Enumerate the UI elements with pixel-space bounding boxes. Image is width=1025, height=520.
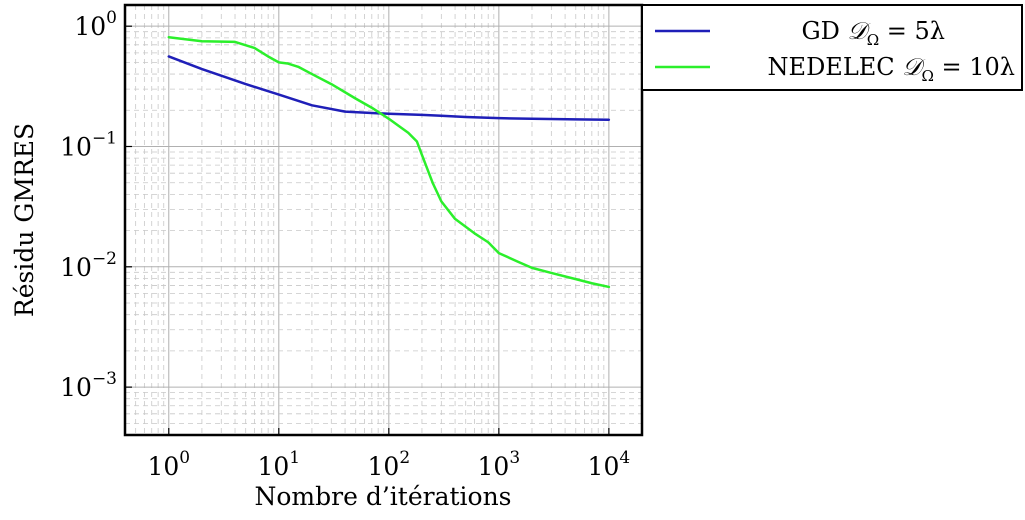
- y-tick-label: 100: [74, 8, 117, 41]
- legend: GD 𝒟Ω = 5λ NEDELEC 𝒟Ω = 10λ: [641, 4, 1023, 91]
- x-tick-label: 103: [478, 448, 521, 481]
- x-tick-label: 104: [588, 448, 631, 481]
- series-line-gd: [167, 55, 611, 121]
- y-tick-label: 10−1: [60, 128, 117, 161]
- axis-ticks: 100 101 102 103 104 100 10−1 10−2 10−3: [60, 8, 630, 481]
- legend-entry-gd-prefix: GD: [802, 17, 848, 45]
- legend-entry-nedelec-sub: Ω: [921, 67, 933, 85]
- legend-entry-nedelec: NEDELEC 𝒟Ω = 10λ: [768, 53, 1015, 85]
- grid: [125, 5, 642, 435]
- legend-box: [641, 4, 1023, 91]
- y-axis-label: Résidu GMRES: [10, 123, 39, 317]
- plot-frame: [123, 3, 644, 437]
- plot-series: [167, 35, 611, 289]
- series-line-nedelec: [167, 35, 611, 289]
- y-tick-label: 10−3: [60, 369, 117, 402]
- legend-entry-gd: GD 𝒟Ω = 5λ: [802, 17, 946, 49]
- legend-entry-nedelec-suffix: = 10λ: [934, 53, 1015, 81]
- legend-entry-nedelec-prefix: NEDELEC: [768, 53, 903, 81]
- legend-entry-gd-suffix: = 5λ: [879, 17, 945, 45]
- legend-entry-gd-sub: Ω: [867, 31, 879, 49]
- y-tick-label: 10−2: [60, 249, 117, 282]
- x-tick-label: 101: [257, 448, 300, 481]
- x-axis-label: Nombre d’itérations: [255, 482, 512, 511]
- x-tick-label: 102: [368, 448, 411, 481]
- x-tick-label: 100: [147, 448, 190, 481]
